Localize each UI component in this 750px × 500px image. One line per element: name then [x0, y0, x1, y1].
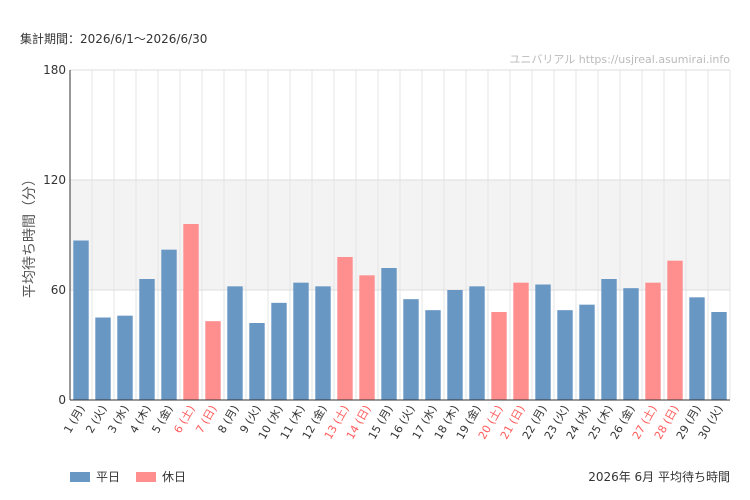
- bar: [139, 279, 155, 400]
- bar: [557, 310, 573, 400]
- bar: [381, 268, 397, 400]
- bar: [667, 260, 683, 400]
- x-tick-label: 4 (木): [127, 403, 153, 436]
- bar: [227, 286, 243, 400]
- bar: [293, 282, 309, 400]
- chart-caption: 2026年 6月 平均待ち時間: [588, 470, 730, 484]
- bar: [403, 299, 419, 400]
- legend-label-weekday: 平日: [96, 470, 121, 484]
- bar: [689, 297, 705, 400]
- y-tick-label: 60: [51, 283, 66, 297]
- legend-item-weekday[interactable]: 平日: [70, 468, 120, 485]
- bar: [359, 275, 375, 400]
- x-tick-label: 1 (月): [61, 403, 87, 436]
- bar: [205, 321, 221, 400]
- bar: [469, 286, 485, 400]
- bar: [645, 282, 661, 400]
- y-tick-label: 0: [58, 393, 66, 407]
- bar: [183, 224, 199, 400]
- bar: [117, 315, 133, 400]
- bar: [579, 304, 595, 400]
- bar: [315, 286, 331, 400]
- bar: [447, 290, 463, 400]
- legend-label-holiday: 休日: [162, 470, 187, 484]
- x-tick-label: 2 (火): [83, 403, 109, 436]
- bar: [425, 310, 441, 400]
- watermark-text: ユニバリアル https://usjreal.asumirai.info: [509, 53, 730, 66]
- x-tick-label: 7 (日): [193, 403, 219, 436]
- y-tick-label: 180: [43, 63, 66, 77]
- x-tick-label: 8 (月): [215, 403, 241, 436]
- legend-swatch-holiday: [136, 471, 157, 482]
- bar: [161, 249, 177, 400]
- bar: [535, 284, 551, 400]
- legend-swatch-weekday: [70, 471, 90, 482]
- bar: [95, 317, 111, 400]
- y-axis-label: 平均待ち時間（分）: [22, 172, 38, 298]
- legend-item-holiday[interactable]: 休日: [136, 468, 186, 485]
- x-tick-label: 5 (金): [148, 403, 175, 436]
- bar: [623, 288, 639, 400]
- bar: [73, 240, 89, 400]
- x-tick-label: 6 (土): [171, 403, 197, 436]
- bar: [601, 279, 617, 400]
- period-label: 集計期間：2026/6/1〜2026/6/30: [20, 32, 208, 46]
- bar: [337, 257, 353, 400]
- legend: 平日 休日: [70, 468, 186, 485]
- bar: [249, 323, 265, 400]
- x-tick-label: 3 (水): [105, 403, 131, 436]
- bar: [711, 312, 727, 400]
- bar: [491, 312, 507, 400]
- y-tick-label: 120: [43, 173, 66, 187]
- bar: [271, 302, 287, 400]
- bar: [513, 282, 529, 400]
